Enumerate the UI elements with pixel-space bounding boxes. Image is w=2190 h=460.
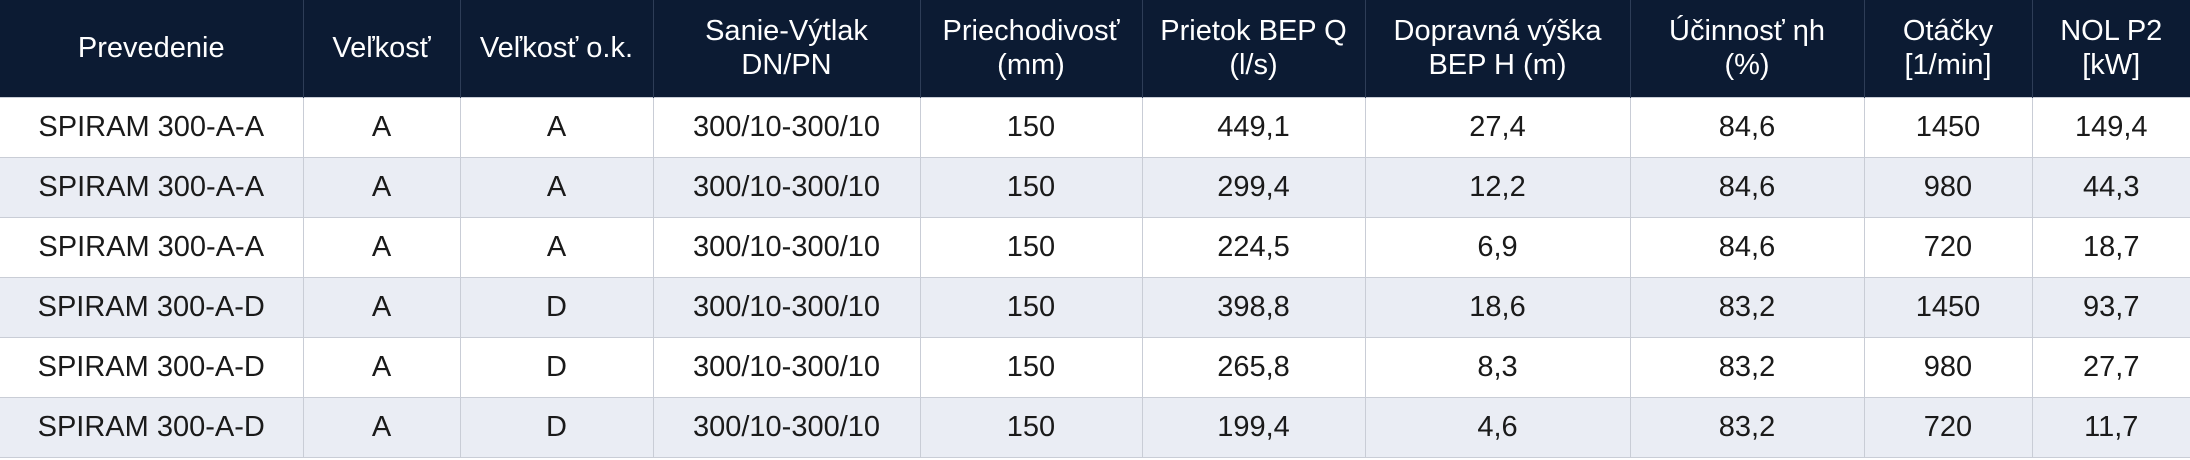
column-header-line: Sanie-Výtlak [705,15,868,48]
table-cell: 300/10-300/10 [652,96,921,158]
table-cell: A [459,216,654,278]
column-header-line: (%) [1724,49,1770,82]
table-cell: 4,6 [1364,396,1631,458]
table-cell: 300/10-300/10 [652,336,921,398]
table-cell: A [302,276,461,338]
table-cell: 27,7 [2031,336,2190,398]
table-cell: 149,4 [2031,96,2190,158]
table-cell: A [302,156,461,218]
column-header-line: Otáčky [1902,15,1994,48]
table-cell: A [459,96,654,158]
table-cell: 300/10-300/10 [652,216,921,278]
column-header-line: Veľkosť o.k. [479,32,634,65]
table-cell: 300/10-300/10 [652,156,921,218]
table-row: SPIRAM 300-A-A A A 300/10-300/10 150 224,5 6,9… [0,216,2190,278]
table-cell: SPIRAM 300-A-A [0,96,304,158]
table-cell: D [459,276,654,338]
table-cell: 224,5 [1141,216,1366,278]
table-cell: 6,9 [1364,216,1631,278]
table-cell: 299,4 [1141,156,1366,218]
header-row: Prevedenie Veľkosť Veľkosť o.k. Sanie-Výtla… [0,0,2190,97]
column-header-line: DN/PN [741,49,832,82]
table-row: SPIRAM 300-A-A A A 300/10-300/10 150 449,1 27,… [0,96,2190,158]
table-cell: 84,6 [1629,156,1865,218]
table-cell: 18,7 [2031,216,2190,278]
table-cell: A [302,96,461,158]
table-cell: 150 [919,156,1143,218]
column-header: Otáčky [1/min] [1863,0,2033,97]
table-cell: 84,6 [1629,96,1865,158]
table-cell: 150 [919,96,1143,158]
column-header: Prietok BEP Q (l/s) [1141,0,1366,97]
table-cell: 265,8 [1141,336,1366,398]
table-cell: 44,3 [2031,156,2190,218]
table-cell: 12,2 [1364,156,1631,218]
table-cell: SPIRAM 300-A-D [0,276,304,338]
table-cell: 27,4 [1364,96,1631,158]
column-header: Dopravná výška BEP H (m) [1364,0,1631,97]
column-header: Priechodivosť (mm) [919,0,1143,97]
table-cell: 1450 [1863,276,2033,338]
table-cell: 980 [1863,156,2033,218]
column-header-line: Dopravná výška [1393,15,1602,48]
column-header-line: Priechodivosť [942,15,1120,48]
table-cell: SPIRAM 300-A-A [0,156,304,218]
table-cell: A [459,156,654,218]
table-row: SPIRAM 300-A-D A D 300/10-300/10 150 398,8 18,… [0,276,2190,338]
table-cell: 980 [1863,336,2033,398]
column-header-line: NOL P2 [2060,15,2163,48]
table-row: SPIRAM 300-A-A A A 300/10-300/10 150 299,4 12,… [0,156,2190,218]
table-cell: 11,7 [2031,396,2190,458]
table-cell: A [302,396,461,458]
column-header: NOL P2 [kW] [2031,0,2190,97]
column-header-line: BEP H (m) [1428,49,1567,82]
column-header-line: [kW] [2082,49,2141,82]
column-header-line: Prevedenie [77,32,225,65]
table-cell: 18,6 [1364,276,1631,338]
table-cell: A [302,336,461,398]
table-row: SPIRAM 300-A-D A D 300/10-300/10 150 265,8 8,3… [0,336,2190,398]
table-cell: 83,2 [1629,336,1865,398]
table-cell: 150 [919,216,1143,278]
table-cell: 300/10-300/10 [652,396,921,458]
column-header-line: [1/min] [1904,49,1992,82]
table-cell: SPIRAM 300-A-D [0,336,304,398]
table-body: SPIRAM 300-A-A A A 300/10-300/10 150 449,1 27,… [0,96,2190,458]
table-cell: D [459,336,654,398]
table-cell: A [302,216,461,278]
table-cell: 83,2 [1629,276,1865,338]
table-cell: 83,2 [1629,396,1865,458]
table-cell: 199,4 [1141,396,1366,458]
column-header-line: Veľkosť [332,32,431,65]
column-header: Sanie-Výtlak DN/PN [652,0,921,97]
column-header: Prevedenie [0,0,304,97]
column-header-line: Účinnosť ηh [1669,15,1825,48]
table-row: SPIRAM 300-A-D A D 300/10-300/10 150 199,4 4,6… [0,396,2190,458]
table-cell: 84,6 [1629,216,1865,278]
column-header: Účinnosť ηh (%) [1629,0,1865,97]
table-cell: 720 [1863,396,2033,458]
column-header-line: (mm) [997,49,1065,82]
table-cell: 93,7 [2031,276,2190,338]
table-cell: 150 [919,276,1143,338]
table-cell: 300/10-300/10 [652,276,921,338]
column-header-line: Prietok BEP Q [1160,15,1347,48]
column-header: Veľkosť o.k. [459,0,654,97]
table-header: Prevedenie Veľkosť Veľkosť o.k. Sanie-Výtla… [0,0,2190,97]
column-header: Veľkosť [302,0,461,97]
table-cell: SPIRAM 300-A-D [0,396,304,458]
table-cell: 8,3 [1364,336,1631,398]
table-cell: 449,1 [1141,96,1366,158]
column-header-line: (l/s) [1229,49,1278,82]
table-cell: 398,8 [1141,276,1366,338]
table-cell: 150 [919,336,1143,398]
table-cell: SPIRAM 300-A-A [0,216,304,278]
table-cell: D [459,396,654,458]
table-cell: 150 [919,396,1143,458]
table-cell: 1450 [1863,96,2033,158]
table-cell: 720 [1863,216,2033,278]
